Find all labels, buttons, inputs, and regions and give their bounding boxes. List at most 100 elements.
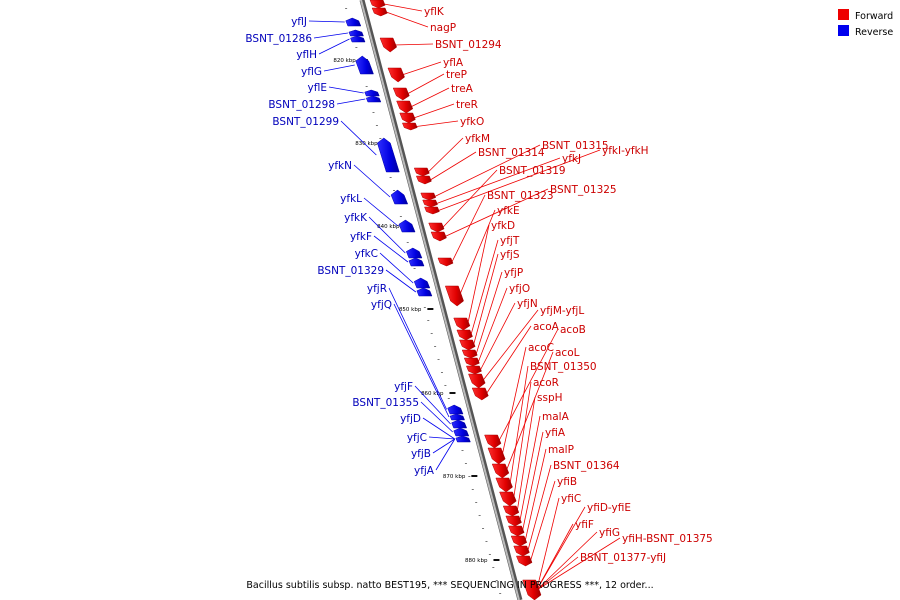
axis-dot (372, 112, 375, 113)
reverse-gene (451, 419, 468, 429)
gene-label-reverse: yfjD (400, 413, 421, 425)
gene-label-forward: yfiF (575, 519, 594, 531)
leader-line-forward (530, 480, 556, 562)
leader-line-forward (413, 103, 455, 119)
tick-label: 850 kbp (399, 307, 422, 313)
gene-label-reverse: yfkL (340, 193, 362, 205)
gene-label-forward: yfiG (599, 527, 620, 539)
axis-dot (447, 398, 450, 399)
leader-line-forward (516, 396, 536, 512)
forward-gene (444, 285, 464, 307)
axis-dot (393, 190, 396, 191)
leader-line-forward (442, 169, 498, 228)
legend: Forward Reverse (838, 9, 893, 38)
reverse-gene (453, 427, 470, 437)
leader-line-forward (434, 144, 541, 197)
axis-dot (475, 502, 478, 503)
gene-label-reverse: yfkN (328, 160, 352, 172)
leader-line-reverse (428, 436, 455, 440)
leader-line-reverse (328, 86, 364, 94)
forward-gene (491, 463, 510, 479)
tick-label: 870 kbp (443, 474, 466, 480)
leader-line-forward (416, 120, 459, 127)
gene-label-forward: BSNT_01294 (435, 39, 502, 51)
gene-label-forward: yfjP (504, 267, 523, 279)
leader-line-forward (438, 149, 601, 211)
forward-gene (413, 167, 430, 177)
reverse-gene (405, 247, 423, 259)
tick-label: 860 kbp (421, 391, 444, 397)
gene-label-reverse: BSNT_01329 (317, 265, 384, 277)
forward-gene (510, 535, 528, 547)
reverse-gene (345, 17, 362, 27)
leader-line-forward (427, 137, 464, 173)
reverse-gene (408, 257, 425, 267)
gene-label-forward: BSNT_01350 (530, 361, 597, 373)
reverse-gene (455, 435, 471, 443)
gene-label-reverse: yfjR (367, 283, 387, 295)
chromosome-axis (359, 0, 523, 600)
axis-dot (440, 372, 443, 373)
forward-gene (468, 373, 486, 389)
gene-label-reverse: yfkC (355, 248, 378, 260)
forward-gene (456, 329, 473, 341)
reverse-gene (364, 89, 380, 97)
axis-dot (375, 125, 378, 126)
axis-dot (365, 86, 368, 87)
leader-line-reverse (420, 401, 453, 433)
forward-gene (463, 357, 480, 367)
gene-label-reverse: BSNT_01298 (268, 99, 335, 111)
leader-line-forward (536, 537, 621, 591)
gene-label-reverse: yfjF (394, 381, 413, 393)
leader-line-forward (480, 302, 516, 371)
gene-label-forward: BSNT_01325 (550, 184, 617, 196)
forward-gene (430, 231, 447, 242)
axis-dot (485, 541, 488, 542)
gene-label-forward: yfiH-BSNT_01375 (622, 533, 713, 545)
leader-line-forward (451, 194, 486, 263)
axis-dot (399, 216, 402, 217)
axis-dot (444, 385, 447, 386)
forward-gene (513, 545, 530, 557)
gene-label-forward: treR (456, 99, 478, 111)
leader-line-reverse (308, 20, 345, 23)
leader-line-reverse (393, 303, 450, 418)
leader-line-reverse (373, 235, 409, 263)
forward-gene (396, 100, 414, 114)
forward-gene (428, 222, 445, 233)
legend-swatch-reverse (838, 25, 849, 36)
axis-dot (482, 528, 485, 529)
forward-gene (387, 67, 405, 83)
leader-lines (308, 3, 621, 591)
forward-gene (371, 7, 388, 17)
leader-line-reverse (340, 120, 377, 156)
forward-gene (487, 447, 506, 465)
leader-line-forward (477, 287, 508, 363)
gene-label-forward: yfiC (561, 493, 581, 505)
leader-line-forward (519, 415, 541, 522)
leader-line-reverse (353, 164, 391, 198)
leader-line-forward (444, 188, 549, 237)
reverse-gene (413, 277, 431, 289)
leader-line-forward (385, 11, 429, 28)
leader-line-forward (498, 328, 559, 442)
leader-line-reverse (414, 385, 451, 425)
forward-gene (415, 175, 432, 185)
gene-label-forward: treP (446, 69, 467, 81)
gene-label-forward: BSNT_01319 (499, 165, 566, 177)
gene-label-reverse: yfjC (407, 432, 427, 444)
gene-label-reverse: yflH (296, 49, 317, 61)
axis-dot (437, 359, 440, 360)
leader-line-reverse (336, 98, 366, 105)
gene-label-forward: acoC (528, 342, 554, 354)
gene-label-forward: yfiB (557, 476, 577, 488)
gene-label-forward: nagP (430, 22, 456, 34)
leader-line-reverse (318, 38, 350, 55)
gene-label-forward: malA (542, 411, 570, 423)
tick-label: 820 kbp (333, 58, 356, 64)
tick-mark (493, 559, 500, 561)
gene-label-forward: yfjT (500, 235, 520, 247)
tick-label: 880 kbp (465, 558, 488, 564)
tick-mark (427, 308, 434, 310)
leader-line-forward (524, 448, 547, 542)
